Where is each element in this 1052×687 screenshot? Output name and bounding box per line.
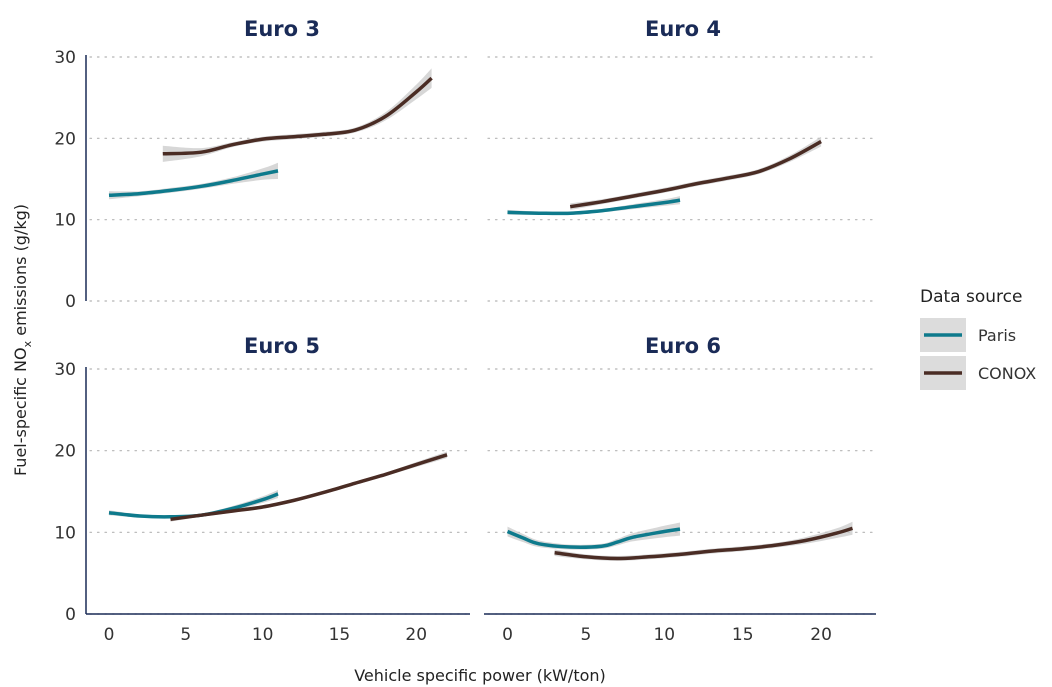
series-line-conox [569, 140, 822, 209]
panel-euro-5: 0 10 20 30 0 5 10 15 20 Euro 5 [54, 334, 471, 645]
x-tick-label: 20 [810, 625, 832, 645]
y-tick-label: 10 [54, 211, 76, 231]
y-tick-label: 10 [54, 523, 76, 543]
series-line-conox [162, 76, 433, 156]
y-axis-title-subscript: x [21, 340, 34, 347]
x-tick-label: 10 [252, 625, 274, 645]
confidence-band-conox [170, 451, 447, 522]
legend-item-conox: CONOX [920, 356, 1036, 390]
y-tick-label: 20 [54, 129, 76, 149]
x-tick-label: 0 [502, 625, 513, 645]
legend-item-paris: Paris [920, 318, 1016, 352]
legend: Data source Paris CONOX [920, 287, 1036, 390]
panel-title: Euro 6 [645, 334, 721, 358]
panel-euro-6: 0 5 10 15 20 Euro 6 [484, 334, 877, 645]
y-tick-label: 0 [65, 605, 76, 625]
x-axis-title: Vehicle specific power (kW/ton) [354, 666, 606, 685]
x-tick-label: 10 [653, 625, 675, 645]
panel-euro-4: Euro 4 [487, 17, 877, 302]
x-tick-label: 20 [405, 625, 427, 645]
x-tick-label: 5 [180, 625, 191, 645]
series-line-paris [108, 169, 279, 198]
panel-title: Euro 5 [244, 334, 320, 358]
panel-title: Euro 3 [244, 17, 320, 41]
confidence-band-paris [507, 522, 680, 550]
series-line-conox [554, 526, 854, 561]
series-line-conox [170, 453, 448, 522]
x-tick-label: 15 [732, 625, 754, 645]
y-tick-label: 0 [65, 292, 76, 312]
confidence-band-conox [570, 136, 822, 210]
y-axis-title-main: Fuel-specific NO [11, 347, 30, 476]
series-line-paris [506, 527, 681, 549]
legend-label-paris: Paris [978, 326, 1016, 345]
y-tick-label: 30 [54, 48, 76, 68]
panel-title: Euro 4 [645, 17, 721, 41]
legend-title: Data source [920, 287, 1022, 307]
x-tick-label: 0 [104, 625, 115, 645]
x-tick-label: 5 [581, 625, 592, 645]
y-axis-title-rest: emissions (g/kg) [11, 204, 30, 341]
y-axis-title: Fuel-specific NOx emissions (g/kg) [11, 204, 34, 476]
series-line-paris [507, 198, 681, 216]
y-tick-label: 30 [54, 360, 76, 380]
y-tick-label: 20 [54, 442, 76, 462]
panel-euro-3: 0 10 20 30 Euro 3 [54, 17, 471, 312]
x-tick-label: 15 [329, 625, 351, 645]
confidence-band-conox [162, 68, 432, 162]
facet-panels: 0 10 20 30 Euro 3 Euro 4 0 10 20 30 0 5 10 15 20 Euro 5… [54, 17, 877, 645]
legend-label-conox: CONOX [978, 364, 1036, 383]
